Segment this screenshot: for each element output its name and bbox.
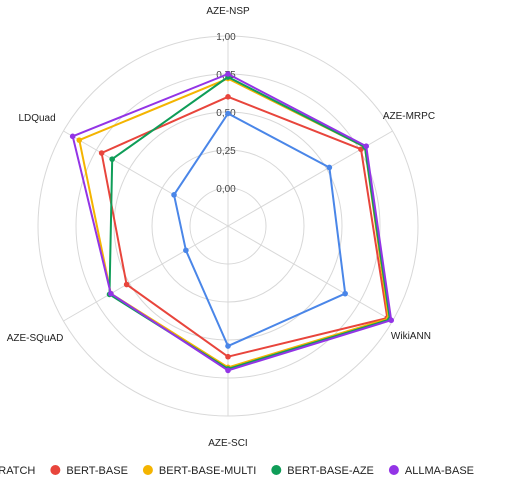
series-polygons [69,71,395,374]
axis-labels: AZE-NSP AZE-MRPC WikiANN AZE-SCI AZE-SQuAD LD… [7,6,435,449]
data-point-allma-base [225,367,231,374]
axis-label-aze-sci: AZE-SCI [208,438,247,449]
legend-label-bert-base-aze: BERT-BASE-AZE [287,465,374,477]
grid-spoke [63,225,229,322]
legend-swatch-bert-base [50,465,61,475]
legend-label-bert-base: BERT-BASE [66,465,128,477]
data-point-scratch [225,110,231,117]
data-point-scratch [183,247,189,254]
data-point-scratch [225,343,231,349]
data-point-bert-base [225,353,231,360]
axis-label-aze-nsp: AZE-NSP [206,6,250,17]
radar-grid [37,35,419,417]
data-point-scratch [342,290,348,297]
data-point-bert-base [225,94,231,100]
grid-spoke [63,130,229,227]
data-point-allma-base [225,71,231,77]
axis-label-aze-mrpc: AZE-MRPC [383,111,435,122]
legend: SCRATCH BERT-BASE BERT-BASE-MULTI BERT-BASE… [0,465,474,477]
data-point-bert-base [98,150,105,156]
legend-swatch-bert-base-aze [271,465,282,475]
data-point-allma-base [388,317,395,324]
data-point-allma-base [363,143,370,149]
tick-label: 0,00 [216,184,236,195]
legend-label-bert-base-multi: BERT-BASE-MULTI [159,465,256,477]
series-line-bert-base-aze [108,76,391,370]
data-point-bert-base [123,281,130,288]
data-point-allma-base [69,133,76,140]
data-point-bert-base-multi [76,137,83,143]
tick-label: 1,00 [216,32,236,43]
axis-label-wikiann: WikiANN [391,331,431,342]
axis-label-aze-squad: AZE-SQuAD [7,333,64,344]
legend-swatch-allma-base [388,465,399,475]
axis-label-ldquad: LDQuad [18,113,55,124]
legend-swatch-bert-base-multi [142,465,153,475]
series-line-scratch [173,112,347,348]
data-point-scratch [326,164,333,171]
data-point-allma-base [108,290,114,297]
legend-label-allma-base: ALLMA-BASE [405,465,474,477]
legend-label-scratch: SCRATCH [0,465,35,477]
tick-label: 0,25 [216,146,236,157]
data-point-bert-base-aze [109,156,115,162]
grid-spoke [227,225,393,322]
data-point-scratch [171,192,177,198]
